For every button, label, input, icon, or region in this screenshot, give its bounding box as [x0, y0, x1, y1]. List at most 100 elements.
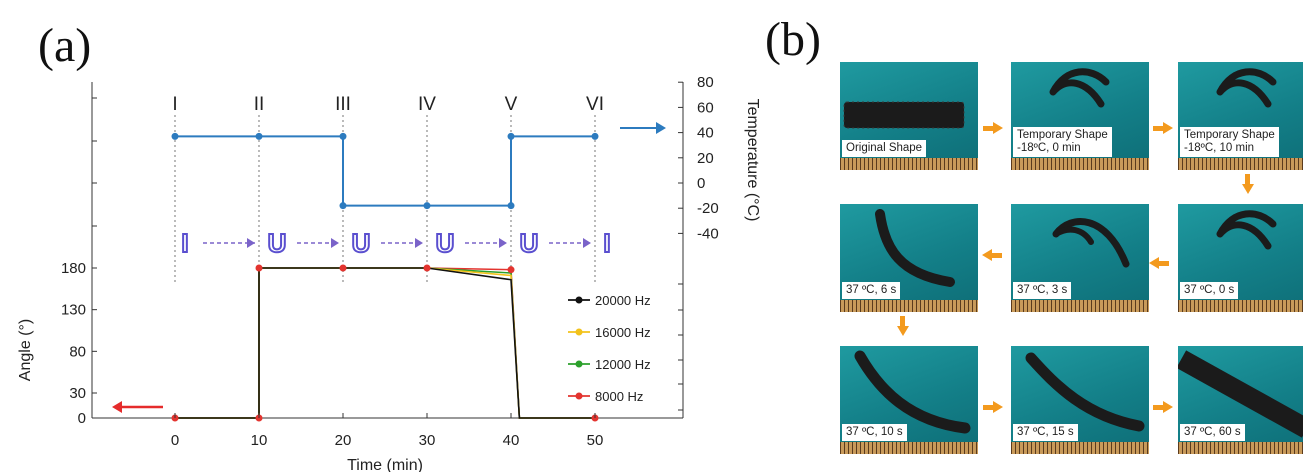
ruler [1178, 300, 1303, 312]
photo-temporary-shape-0min: Temporary Shape -18ºC, 0 min [1011, 62, 1149, 170]
photo-original-shape: Original Shape [840, 62, 978, 170]
ruler [1011, 158, 1149, 170]
ruler [840, 158, 978, 170]
x-tick-label: 20 [335, 432, 352, 449]
ruler [1178, 442, 1303, 454]
ruler [840, 300, 978, 312]
temperature-point [507, 132, 515, 140]
sample-shape [1025, 352, 1145, 432]
photo-caption: 37 ºC, 6 s [842, 282, 901, 299]
right-tick-label: 40 [697, 125, 714, 142]
stage-label: I [172, 94, 177, 115]
right-tick-label: 0 [697, 175, 705, 192]
arrow-right-icon [983, 405, 993, 410]
angle-series-line [175, 267, 595, 419]
x-tick-label: 10 [251, 432, 268, 449]
angle-series-line [175, 267, 595, 419]
legend-swatch-marker [575, 296, 583, 304]
x-tick-label: 50 [587, 432, 604, 449]
photo-caption: Temporary Shape -18ºC, 0 min [1013, 127, 1112, 157]
angle-point [255, 264, 263, 272]
stage-label: V [505, 94, 518, 115]
angle-series-line [175, 267, 595, 419]
panel-b-label: (b) [765, 13, 821, 66]
angle-series-line [175, 267, 595, 419]
arrow-right-icon [993, 401, 1003, 413]
sample-shape [1049, 68, 1110, 108]
shape-letter: U [520, 228, 539, 258]
right-axis-title: Temperature (°C) [744, 99, 761, 222]
legend-swatch-marker [575, 328, 583, 336]
shape-letter: I [603, 228, 610, 258]
sample-shape [1052, 218, 1130, 268]
photo-37c-10s: 37 ºC, 10 s [840, 346, 978, 454]
ruler [840, 442, 978, 454]
temperature-point [255, 132, 263, 140]
angle-point [423, 264, 431, 272]
arrow-down-icon [900, 316, 905, 326]
arrow-right-icon [1163, 122, 1173, 134]
arrow-right-icon [983, 126, 993, 131]
sample-shape [1178, 350, 1303, 438]
stage-arrowhead [247, 238, 255, 248]
shape-letter: U [352, 228, 371, 258]
photo-caption: 37 ºC, 3 s [1013, 282, 1072, 299]
right-tick-label: 60 [697, 99, 714, 116]
stage-label: VI [586, 94, 604, 115]
x-tick-label: 0 [171, 432, 179, 449]
x-tick-label: 40 [503, 432, 520, 449]
photo-caption: Original Shape [842, 140, 927, 157]
sample-shape [1216, 210, 1277, 250]
x-axis-title: Time (min) [347, 457, 423, 472]
legend-swatch-marker [575, 360, 583, 368]
temperature-point [339, 202, 347, 210]
temperature-axis-arrowhead [656, 122, 666, 134]
left-tick-label: 30 [69, 385, 86, 402]
shape-letter: I [181, 228, 188, 258]
legend-swatch-marker [575, 392, 583, 400]
temperature-point [591, 132, 599, 140]
right-tick-label: 20 [697, 150, 714, 167]
right-tick-label: -20 [697, 200, 719, 217]
shape-letter: U [436, 228, 455, 258]
x-tick-label: 30 [419, 432, 436, 449]
photo-caption: 37 ºC, 60 s [1180, 424, 1245, 441]
photo-37c-60s: 37 ºC, 60 s [1178, 346, 1303, 454]
stage-arrowhead [499, 238, 507, 248]
arrow-right-icon [1163, 401, 1173, 413]
sample-shape [875, 209, 955, 287]
photo-caption: 37 ºC, 15 s [1013, 424, 1078, 441]
sample-shape [854, 350, 971, 434]
right-tick-label: 80 [697, 74, 714, 91]
ruler [1178, 158, 1303, 170]
left-tick-label: 0 [78, 410, 86, 427]
stage-arrowhead [583, 238, 591, 248]
arrow-down-icon [1245, 174, 1250, 184]
arrow-down-icon [1242, 184, 1254, 194]
ruler [1011, 442, 1149, 454]
left-axis-title: Angle (°) [17, 319, 34, 381]
arrow-down-icon [897, 326, 909, 336]
angle-point [339, 264, 347, 272]
left-tick-label: 80 [69, 343, 86, 360]
temperature-point [339, 132, 347, 140]
left-tick-label: 130 [61, 302, 86, 319]
arrow-left-icon [1159, 261, 1169, 266]
photo-37c-15s: 37 ºC, 15 s [1011, 346, 1149, 454]
temperature-point [171, 132, 179, 140]
photo-temporary-shape-10min: Temporary Shape -18ºC, 10 min [1178, 62, 1303, 170]
sample-shape [1216, 68, 1277, 108]
photo-37c-0s: 37 ºC, 0 s [1178, 204, 1303, 312]
ruler [1011, 300, 1149, 312]
stage-label: II [254, 94, 265, 115]
photo-37c-6s: 37 ºC, 6 s [840, 204, 978, 312]
shape-recovery-photo-grid: Original Shape Temporary Shape -18ºC, 0 … [833, 60, 1303, 472]
temperature-point [423, 202, 431, 210]
stage-label: III [335, 94, 351, 115]
legend-label: 16000 Hz [595, 325, 651, 340]
temperature-point [507, 202, 515, 210]
arrow-right-icon [1153, 126, 1163, 131]
arrow-left-icon [992, 253, 1002, 258]
arrow-right-icon [993, 122, 1003, 134]
